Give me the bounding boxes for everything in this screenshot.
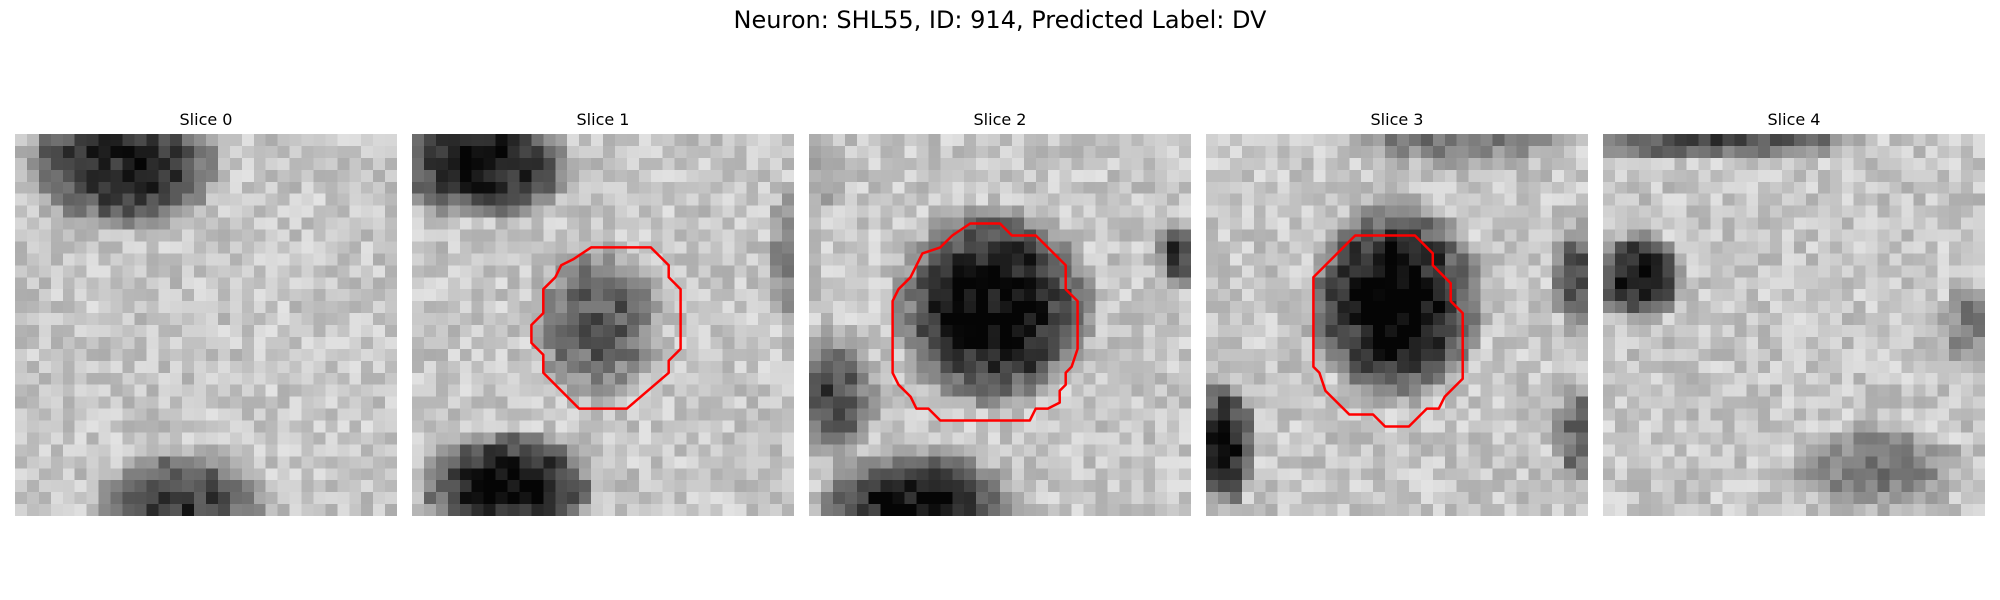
figure-title: Neuron: SHL55, ID: 914, Predicted Label:… (733, 6, 1267, 34)
pixel-grid (809, 134, 1191, 516)
neuron-contour (1312, 234, 1464, 428)
slice-image (1603, 134, 1985, 516)
slice-title: Slice 4 (1767, 110, 1821, 129)
neuron-contour (891, 222, 1079, 422)
slice-image (412, 134, 794, 516)
slice-title: Slice 2 (973, 110, 1027, 129)
slice-image (809, 134, 1191, 516)
slice-title: Slice 0 (179, 110, 233, 129)
pixel-grid (412, 134, 794, 516)
slice-image (1206, 134, 1588, 516)
pixel-grid (15, 134, 397, 516)
neuron-contour (530, 246, 682, 410)
slice-image (15, 134, 397, 516)
slice-title: Slice 3 (1370, 110, 1424, 129)
slice-title: Slice 1 (576, 110, 630, 129)
pixel-grid (1603, 134, 1985, 516)
pixel-grid (1206, 134, 1588, 516)
